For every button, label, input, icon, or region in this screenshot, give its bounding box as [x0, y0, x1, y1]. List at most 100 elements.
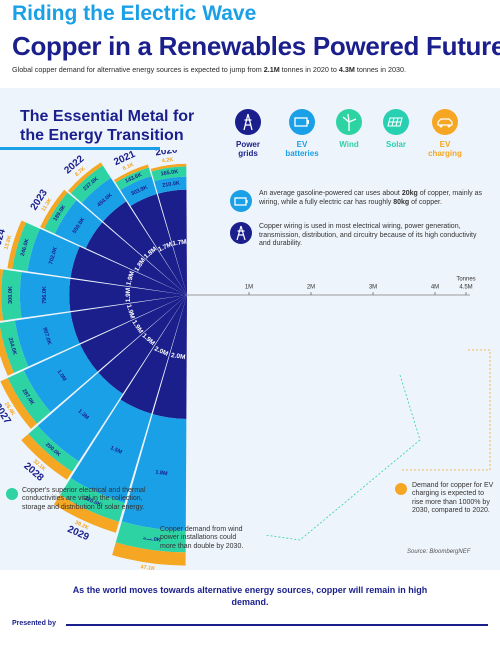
data-label-ev-charging-2024: 13.8K	[3, 235, 13, 251]
bar-power-grids-2020	[157, 189, 187, 295]
grid-note: Copper wiring is used in most electrical…	[259, 223, 477, 248]
bar-wind-2022	[70, 165, 111, 203]
data-label-ev-batteries-2020: 210.0K	[162, 180, 180, 188]
bar-wind-2028	[28, 425, 79, 472]
bar-wind-2020	[151, 166, 187, 182]
year-label-2020: 2020	[155, 150, 179, 158]
bar-ev-batteries-2024	[27, 228, 80, 278]
data-label-power-grids-2024: 1.9M	[125, 271, 136, 287]
year-label-2024: 2024	[0, 227, 8, 252]
bar-wind-2025	[1, 269, 22, 321]
data-label-wind-2030: 352.0K	[143, 535, 161, 543]
legend-label: EV batteries	[285, 140, 319, 158]
data-label-ev-batteries-2026: 907.0K	[41, 327, 52, 346]
bar-wind-2021	[115, 167, 152, 191]
footer-rule	[66, 624, 488, 626]
data-label-power-grids-2030: 2.0M	[170, 352, 185, 361]
power-tower-icon	[235, 109, 261, 135]
bar-power-grids-2023	[85, 222, 187, 295]
data-label-ev-batteries-2024: 702.0K	[48, 246, 59, 265]
data-label-ev-batteries-2027: 1.0M	[56, 369, 68, 383]
battery-icon	[230, 190, 252, 212]
bar-ev-charging-2025	[0, 269, 4, 321]
bar-ev-batteries-2025	[19, 272, 71, 318]
axis-tick-label: 4.5M	[459, 285, 472, 291]
data-label-ev-batteries-2030: 1.8M	[155, 470, 168, 478]
bar-ev-charging-2028	[21, 433, 73, 480]
bar-power-grids-2026	[70, 295, 187, 344]
data-label-ev-charging-2020: 4.2K	[161, 157, 173, 165]
legend-label: EV charging	[428, 140, 462, 158]
bar-power-grids-2021	[130, 194, 187, 295]
page-subtitle-title: Copper in a Renewables Powered Future	[12, 31, 500, 61]
source-note: Source: BloombergNEF	[407, 549, 471, 555]
bar-ev-charging-2022	[68, 162, 103, 194]
presented-by-label: Presented by	[12, 620, 56, 627]
section-title: The Essential Metal for the Energy Transi…	[20, 108, 195, 144]
data-label-power-grids-2025: 1.9M	[125, 288, 132, 302]
ev-charging-callout: Demand for copper for EV charging is exp…	[412, 482, 494, 515]
page-title: Riding the Electric Wave	[12, 2, 257, 25]
bar-power-grids-2028	[98, 295, 187, 394]
bar-ev-charging-2024	[7, 220, 26, 269]
wind-turbine-icon	[336, 109, 362, 135]
data-label-ev-charging-2030: 47.1K	[140, 564, 155, 570]
bar-wind-2029	[59, 478, 125, 522]
bar-power-grids-2024	[70, 246, 187, 295]
bar-wind-2024	[12, 222, 40, 272]
legend-label: Wind	[339, 140, 359, 149]
bar-ev-charging-2026	[0, 326, 14, 376]
data-label-wind-2020: 165.0K	[160, 169, 178, 177]
bar-ev-batteries-2028	[37, 372, 123, 462]
legend-item-ev-batteries: EV batteries	[280, 109, 324, 158]
closing-statement: As the world moves towards alternative e…	[72, 585, 428, 607]
footer	[0, 570, 500, 646]
radial-chart: 1.7M210.0K165.0K4.2K20201.7M303.9K143.6K…	[0, 150, 491, 570]
bar-ev-batteries-2023	[54, 200, 103, 249]
bar-ev-batteries-2030	[121, 414, 187, 531]
data-label-ev-batteries-2029: 1.5M	[109, 445, 123, 456]
bar-power-grids-2029	[120, 295, 187, 414]
intro-text: Global copper demand for alternative ene…	[12, 65, 406, 74]
data-label-ev-charging-2021: 6.1K	[122, 162, 135, 172]
bar-wind-2026	[0, 320, 29, 373]
header: Riding the Electric Wave Copper in a Ren…	[0, 0, 500, 83]
bar-ev-batteries-2020	[154, 176, 187, 194]
legend-item-power-grids: Power grids	[226, 109, 270, 158]
legend-label: Solar	[385, 140, 406, 149]
bar-wind-2023	[44, 192, 77, 234]
section-divider	[0, 147, 160, 150]
bar-ev-charging-2029	[53, 494, 120, 533]
bar-ev-charging-2020	[150, 163, 187, 172]
bar-ev-batteries-2022	[81, 177, 127, 222]
wind-callout: Copper demand from wind power installati…	[160, 526, 244, 550]
bar-ev-charging-2027	[0, 378, 37, 429]
legend-label: Power grids	[235, 140, 260, 158]
bar-ev-batteries-2021	[120, 175, 157, 207]
battery-icon	[289, 109, 315, 135]
wind-connector	[264, 374, 421, 541]
data-label-wind-2025: 300.0K	[8, 286, 14, 304]
wind-dot-icon	[143, 527, 155, 539]
bar-wind-2027	[7, 370, 51, 424]
data-label-ev-charging-2029: 39.2K	[74, 520, 90, 532]
data-label-wind-2026: 254.0K	[7, 337, 18, 356]
ev-car-icon	[432, 109, 458, 135]
bar-power-grids-2022	[103, 201, 187, 295]
bar-power-grids-2027	[80, 295, 187, 372]
battery-note: An average gasoline-powered car uses abo…	[259, 190, 482, 206]
legend-item-ev-charging: EV charging	[423, 109, 467, 158]
axis-tick-label: 4M	[431, 285, 439, 291]
data-label-ev-batteries-2025: 796.0K	[42, 286, 48, 304]
data-label-power-grids-2026: 1.9M	[125, 304, 136, 320]
bar-ev-charging-2023	[40, 189, 68, 229]
bar-power-grids-2025	[69, 278, 187, 312]
solar-panel-icon	[383, 109, 409, 135]
legend-item-solar: Solar	[374, 109, 418, 149]
bar-ev-charging-2021	[113, 164, 149, 183]
bar-ev-charging-2030	[112, 542, 186, 566]
solar-dot-icon	[6, 488, 18, 500]
bar-power-grids-2030	[152, 295, 187, 419]
data-label-wind-2024: 246.0K	[20, 238, 31, 257]
data-label-power-grids-2020: 1.7M	[172, 239, 187, 248]
